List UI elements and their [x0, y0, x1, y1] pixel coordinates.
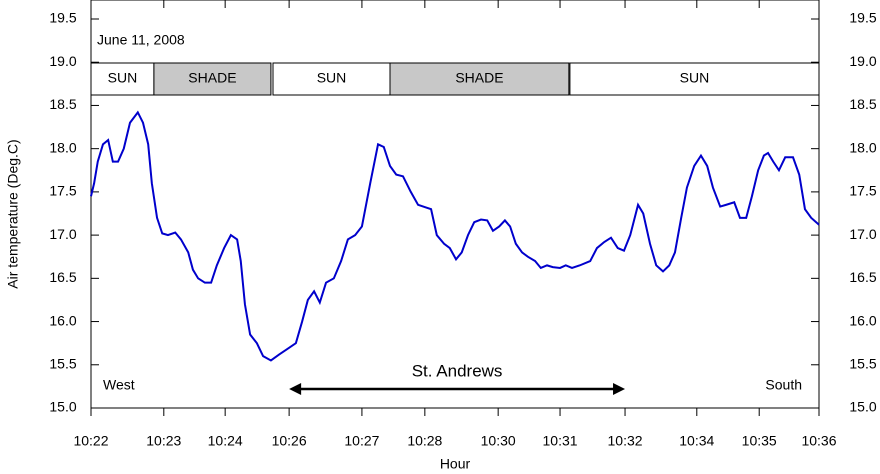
west-annotation: West — [103, 377, 135, 393]
y2-tick-label: 15.0 — [849, 399, 876, 415]
y-tick-label: 18.0 — [49, 139, 76, 155]
y2-tick-label: 16.5 — [849, 269, 876, 285]
band-label: SHADE — [188, 70, 236, 86]
y2-tick-label: 17.5 — [849, 183, 876, 199]
arrow-head — [289, 383, 302, 395]
y2-tick-label: 19.0 — [849, 53, 876, 69]
y-tick-label: 15.5 — [49, 355, 76, 371]
band-label: SHADE — [455, 70, 503, 86]
x-tick-label: 10:30 — [481, 433, 516, 449]
x-tick-label: 10:28 — [407, 433, 442, 449]
x-tick-label: 10:31 — [543, 433, 578, 449]
x-axis-label: Hour — [440, 456, 471, 472]
band — [153, 62, 272, 96]
x-tick-label: 10:26 — [272, 433, 307, 449]
route-label: St. Andrews — [412, 361, 503, 380]
y2-tick-label: 16.0 — [849, 312, 876, 328]
x-tick-label: 10:23 — [146, 433, 181, 449]
south-annotation: South — [765, 377, 802, 393]
x-tick-label: 10:22 — [73, 433, 108, 449]
y-tick-label: 18.5 — [49, 96, 76, 112]
y2-tick-label: 18.5 — [849, 96, 876, 112]
x-tick-label: 10:24 — [208, 433, 243, 449]
band-label: SUN — [680, 70, 710, 86]
arrow-head — [613, 383, 626, 395]
x-tick-label: 10:32 — [608, 433, 643, 449]
y2-tick-label: 17.0 — [849, 226, 876, 242]
band — [389, 62, 570, 96]
y-axis-label: Air temperature (Deg.C) — [5, 139, 21, 288]
x-tick-label: 10:36 — [801, 433, 836, 449]
x-tick-label: 10:34 — [679, 433, 714, 449]
plot-frame — [90, 0, 820, 409]
y-tick-label: 16.0 — [49, 312, 76, 328]
y-tick-label: 15.0 — [49, 399, 76, 415]
y-tick-label: 16.5 — [49, 269, 76, 285]
y2-tick-label: 19.5 — [849, 10, 876, 26]
temperature-line — [90, 110, 820, 362]
y-tick-label: 17.0 — [49, 226, 76, 242]
x-tick-label: 10:35 — [742, 433, 777, 449]
y2-tick-label: 18.0 — [849, 139, 876, 155]
y-tick-label: 19.0 — [49, 53, 76, 69]
y-tick-label: 17.5 — [49, 183, 76, 199]
band-label: SUN — [108, 70, 138, 86]
date-annotation: June 11, 2008 — [97, 32, 185, 48]
band — [569, 62, 820, 96]
y2-tick-label: 15.5 — [849, 355, 876, 371]
y-tick-label: 19.5 — [49, 10, 76, 26]
x-tick-label: 10:27 — [344, 433, 379, 449]
band-label: SUN — [317, 70, 347, 86]
